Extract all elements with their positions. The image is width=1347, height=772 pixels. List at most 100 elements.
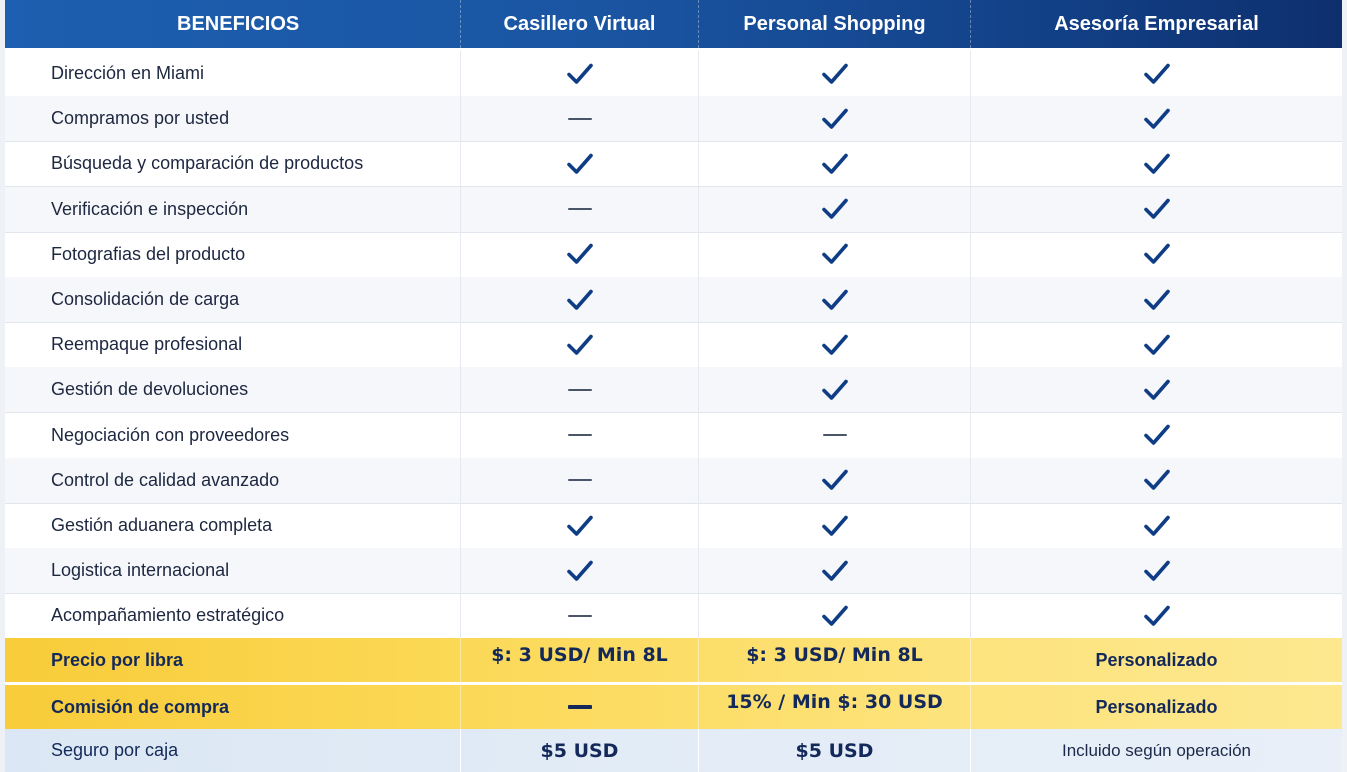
benefit-cell-casillero: [461, 51, 699, 96]
benefit-cell-personal-shopping: [699, 231, 971, 277]
benefit-label: Búsqueda y comparación de productos: [5, 141, 461, 187]
check-icon: [566, 559, 594, 583]
benefit-label: Acompañamiento estratégico: [5, 593, 461, 639]
dash-icon: [567, 208, 592, 211]
benefit-cell-casillero: [461, 186, 699, 232]
check-icon: [1143, 378, 1171, 402]
benefit-cell-personal-shopping: [699, 548, 971, 594]
benefit-label: Consolidación de carga: [5, 277, 461, 322]
check-icon: [1143, 423, 1171, 447]
price-per-pound-asesoria: Personalizado: [971, 638, 1342, 682]
table-header: BENEFICIOS Casillero Virtual Personal Sh…: [5, 0, 1342, 48]
benefit-row: Gestión de devoluciones: [5, 367, 1342, 414]
check-icon: [821, 514, 849, 538]
benefit-label: Gestión aduanera completa: [5, 503, 461, 548]
check-icon: [821, 242, 849, 266]
insurance-casillero: $5 USD: [461, 729, 699, 772]
benefit-cell-casillero: [461, 548, 699, 594]
check-icon: [1143, 288, 1171, 312]
benefit-cell-personal-shopping: [699, 277, 971, 322]
benefit-row: Consolidación de carga: [5, 277, 1342, 323]
price-value: Personalizado: [1095, 649, 1218, 670]
header-personal-shopping: Personal Shopping: [699, 0, 971, 48]
benefit-cell-asesoria: [971, 458, 1342, 503]
benefit-cell-asesoria: [971, 548, 1342, 593]
benefit-cell-personal-shopping: [699, 141, 971, 187]
check-icon: [821, 468, 849, 492]
benefit-row: Fotografias del producto: [5, 231, 1342, 278]
dash-icon: [567, 434, 592, 437]
header-benefits: BENEFICIOS: [5, 0, 461, 48]
purchase-fee-asesoria: Personalizado: [971, 685, 1342, 729]
check-icon: [821, 333, 849, 357]
benefit-cell-casillero: [461, 367, 699, 413]
check-icon: [1143, 514, 1171, 538]
dash-icon: [567, 388, 592, 391]
benefit-cell-personal-shopping: [699, 593, 971, 639]
benefit-cell-casillero: [461, 322, 699, 368]
dash-icon: [822, 434, 847, 437]
benefit-label: Reempaque profesional: [5, 322, 461, 368]
benefit-row: Acompañamiento estratégico: [5, 593, 1342, 640]
benefit-cell-casillero: [461, 412, 699, 458]
check-icon: [1143, 152, 1171, 176]
price-per-pound-casillero: $: 3 USD/ Min 8L: [461, 638, 699, 682]
benefit-cell-casillero: [461, 503, 699, 548]
benefit-cell-asesoria: [971, 51, 1342, 96]
insurance-personal-shopping: $5 USD: [699, 729, 971, 772]
benefit-label: Fotografias del producto: [5, 231, 461, 277]
check-icon: [1143, 197, 1171, 221]
benefit-cell-asesoria: [971, 367, 1342, 412]
benefit-cell-personal-shopping: [699, 322, 971, 368]
benefit-cell-asesoria: [971, 503, 1342, 548]
fee-value: Personalizado: [1095, 696, 1218, 717]
price-value: $: 3 USD/ Min 8L: [746, 644, 923, 666]
check-icon: [566, 288, 594, 312]
benefit-row: Negociación con proveedores: [5, 412, 1342, 459]
benefit-cell-casillero: [461, 141, 699, 187]
price-per-pound-label: Precio por libra: [5, 638, 461, 682]
insurance-value: $5 USD: [795, 739, 874, 762]
benefit-row: Control de calidad avanzado: [5, 457, 1342, 504]
benefit-label: Logistica internacional: [5, 548, 461, 594]
dash-icon: [567, 614, 592, 617]
benefit-cell-casillero: [461, 231, 699, 277]
check-icon: [566, 152, 594, 176]
dash-icon: [567, 705, 592, 709]
check-icon: [821, 197, 849, 221]
insurance-value: $5 USD: [540, 739, 619, 762]
dash-icon: [567, 117, 592, 120]
benefit-cell-personal-shopping: [699, 186, 971, 232]
check-icon: [566, 514, 594, 538]
check-icon: [566, 242, 594, 266]
check-icon: [821, 559, 849, 583]
benefit-label: Gestión de devoluciones: [5, 367, 461, 413]
benefit-cell-asesoria: [971, 187, 1342, 232]
insurance-label: Seguro por caja: [5, 729, 461, 772]
dash-icon: [567, 479, 592, 482]
benefit-cell-personal-shopping: [699, 96, 971, 142]
benefit-cell-casillero: [461, 277, 699, 322]
purchase-fee-label: Comisión de compra: [5, 685, 461, 729]
benefit-label: Compramos por usted: [5, 96, 461, 142]
benefit-row: Reempaque profesional: [5, 322, 1342, 369]
check-icon: [1143, 107, 1171, 131]
benefit-row: Compramos por usted: [5, 96, 1342, 143]
check-icon: [821, 604, 849, 628]
benefit-row: Logistica internacional: [5, 548, 1342, 595]
check-icon: [821, 288, 849, 312]
check-icon: [1143, 604, 1171, 628]
benefit-cell-personal-shopping: [699, 51, 971, 96]
benefit-label: Dirección en Miami: [5, 51, 461, 96]
fee-value: 15% / Min $: 30 USD: [726, 691, 943, 713]
price-value: $: 3 USD/ Min 8L: [491, 644, 668, 666]
benefit-cell-personal-shopping: [699, 503, 971, 548]
check-icon: [1143, 62, 1171, 86]
check-icon: [566, 62, 594, 86]
benefit-cell-asesoria: [971, 277, 1342, 322]
insurance-row: Seguro por caja $5 USD $5 USD Incluido s…: [5, 729, 1342, 772]
benefit-row: Dirección en Miami: [5, 51, 1342, 97]
benefit-cell-asesoria: [971, 322, 1342, 367]
benefit-cell-casillero: [461, 96, 699, 142]
benefit-cell-asesoria: [971, 141, 1342, 186]
